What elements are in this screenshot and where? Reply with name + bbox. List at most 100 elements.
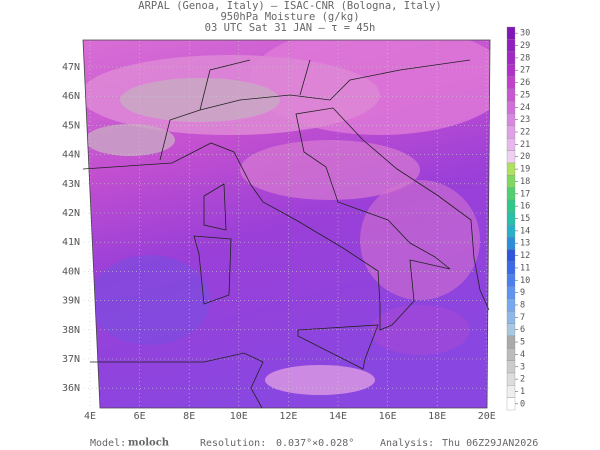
colorbar-label: 18 [520, 177, 530, 187]
colorbar-swatch [506, 385, 516, 398]
colorbar-swatch [506, 51, 516, 65]
colorbar-swatch [506, 323, 516, 337]
colorbar-swatch [506, 26, 516, 40]
colorbar-swatch [506, 360, 516, 374]
lon-label: 10E [230, 411, 248, 422]
lat-label: 41N [62, 237, 80, 248]
axis-labels: 47N 46N 45N 44N 43N 42N 41N 40N 39N 38N 37N 36N 4E 6E… [62, 62, 496, 422]
colorbar-label: 13 [520, 239, 530, 249]
lat-label: 36N [62, 383, 80, 394]
colorbar-label: 16 [520, 202, 530, 212]
colorbar-label: 14 [520, 226, 530, 236]
footer-label: Model: [90, 438, 126, 449]
colorbar-swatch [506, 311, 516, 324]
lat-label: 47N [62, 62, 80, 73]
colorbar-label: 9 [520, 288, 525, 298]
colorbar-label: 23 [520, 115, 530, 125]
colorbar-swatch [506, 199, 516, 213]
colorbar-swatch [506, 372, 516, 386]
colorbar-swatch [506, 348, 516, 361]
colorbar-label: 15 [520, 214, 530, 224]
footer-value: moloch [128, 438, 170, 449]
colorbar-label: 3 [520, 362, 525, 372]
colorbar-label: 12 [520, 251, 530, 261]
colorbar-label: 8 [520, 300, 525, 310]
colorbar-label: 7 [520, 313, 525, 323]
header-line: 03 UTC Sat 31 JAN – τ = 45h [205, 22, 376, 34]
colorbar-swatch [506, 76, 516, 89]
colorbar-label: 28 [520, 53, 530, 63]
colorbar-label: 11 [520, 263, 530, 273]
colorbar-swatch [506, 125, 516, 139]
colorbar-swatch [506, 113, 516, 126]
colorbar-swatch [506, 273, 516, 287]
colorbar-label: 4 [520, 350, 525, 360]
lat-label: 37N [62, 354, 80, 365]
lat-label: 42N [62, 208, 80, 219]
colorbar-label: 5 [520, 338, 525, 348]
coastline [297, 324, 379, 370]
lat-label: 46N [62, 91, 80, 102]
colorbar-swatch [506, 224, 516, 238]
map-field [83, 40, 490, 408]
lat-label: 39N [62, 296, 80, 307]
coastline [90, 352, 264, 409]
colorbar-label: 6 [520, 325, 525, 335]
lon-label: 14E [329, 411, 347, 422]
colorbar-label: 10 [520, 276, 530, 286]
footer-label: Resolution: [200, 438, 266, 449]
lon-label: 8E [183, 411, 195, 422]
lon-label: 6E [134, 411, 146, 422]
map-frame [82, 39, 491, 409]
footer-label: Analysis: [380, 438, 434, 449]
coastline [193, 235, 232, 305]
lat-label: 40N [62, 266, 80, 277]
colorbar-swatch [506, 175, 516, 188]
colorbar-swatch [506, 88, 516, 102]
colorbar-swatch [506, 162, 516, 176]
lat-label: 43N [62, 179, 80, 190]
lon-label: 12E [279, 411, 297, 422]
graticule [84, 41, 489, 407]
colorbar-swatch [506, 212, 516, 225]
colorbar-label: 1 [520, 387, 525, 397]
colorbar-swatch [506, 39, 516, 52]
header-line: ARPAL (Genoa, Italy) – ISAC-CNR (Bologna… [138, 0, 441, 12]
colorbar-label: 30 [520, 29, 530, 39]
colorbar-label: 20 [520, 152, 530, 162]
colorbar-swatch [506, 100, 516, 114]
lon-label: 4E [84, 411, 96, 422]
footer-value: Thu 06Z29JAN2026 [442, 438, 538, 449]
colorbar: 0123456789101112131415161718192021222324… [506, 26, 530, 411]
colorbar-label: 0 [520, 399, 525, 409]
border [159, 59, 471, 161]
lat-label: 45N [62, 120, 80, 131]
coastlines [82, 59, 490, 409]
colorbar-label: 26 [520, 78, 530, 88]
colorbar-label: 19 [520, 165, 530, 175]
lon-label: 16E [379, 411, 397, 422]
colorbar-label: 24 [520, 103, 530, 113]
lon-label: 18E [428, 411, 446, 422]
colorbar-swatch [506, 335, 516, 349]
colorbar-label: 29 [520, 41, 530, 51]
colorbar-swatch [506, 397, 516, 411]
colorbar-swatch [506, 63, 516, 77]
lat-label: 44N [62, 150, 80, 161]
colorbar-swatch [506, 286, 516, 299]
colorbar-swatch [506, 138, 516, 151]
colorbar-swatch [506, 261, 516, 275]
colorbar-swatch [506, 249, 516, 262]
colorbar-label: 21 [520, 140, 530, 150]
colorbar-swatch [506, 298, 516, 312]
lon-label: 20E [478, 411, 496, 422]
colorbar-label: 25 [520, 90, 530, 100]
colorbar-swatch [506, 236, 516, 250]
colorbar-swatch [506, 150, 516, 164]
header-line: 950hPa Moisture (g/kg) [220, 11, 359, 23]
footer-value: 0.037°×0.028° [276, 438, 354, 449]
colorbar-label: 22 [520, 128, 530, 138]
lat-label: 38N [62, 325, 80, 336]
coastline [82, 107, 490, 331]
